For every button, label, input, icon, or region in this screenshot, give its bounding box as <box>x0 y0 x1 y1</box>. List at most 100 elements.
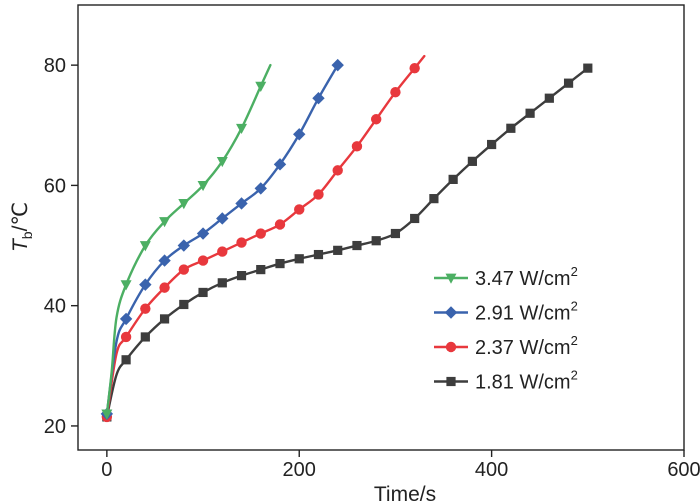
data-point <box>217 246 228 257</box>
y-axis-label-subscript: b <box>19 231 35 239</box>
legend-marker <box>445 273 457 284</box>
legend-label-superscript: 2 <box>571 333 578 348</box>
data-point <box>121 355 131 365</box>
data-point <box>331 58 344 72</box>
data-point <box>158 254 171 267</box>
x-tick-label: 200 <box>283 459 316 481</box>
data-point <box>216 156 228 168</box>
data-point <box>197 181 209 192</box>
data-point <box>178 264 190 275</box>
data-point <box>294 204 305 215</box>
legend-entry: 2.37 W/cm2 <box>434 333 578 359</box>
data-point <box>293 128 306 141</box>
data-point <box>177 239 191 252</box>
legend-label-text: 1.81 W/cm <box>475 372 571 394</box>
data-point <box>332 165 343 176</box>
legend-label-text: 2.37 W/cm <box>475 337 571 359</box>
x-tick-label: 600 <box>667 459 700 481</box>
legend-label-superscript: 2 <box>571 299 578 314</box>
data-point <box>583 63 593 73</box>
series-circle <box>101 54 426 423</box>
data-point <box>178 199 190 210</box>
y-tick-label: 80 <box>44 55 66 77</box>
legend-label-superscript: 2 <box>571 264 578 279</box>
y-axis-label-symbol: T <box>9 237 32 252</box>
data-point <box>487 139 497 150</box>
data-point <box>563 78 574 88</box>
series-square <box>102 63 593 422</box>
data-point <box>236 237 247 248</box>
data-point <box>236 271 247 281</box>
data-point <box>255 228 266 239</box>
data-point <box>119 312 133 326</box>
data-point <box>467 156 477 166</box>
data-point <box>313 249 324 260</box>
legend-marker <box>444 306 458 319</box>
y-tick-label: 40 <box>44 296 66 318</box>
legend-label: 2.37 W/cm2 <box>475 333 578 359</box>
plot-area <box>100 54 593 423</box>
series-triangle-down <box>101 63 272 420</box>
y-tick-label: 60 <box>44 175 66 197</box>
y-axis-label: Tb/℃ <box>9 202 35 252</box>
data-point <box>159 314 170 324</box>
data-point <box>216 212 229 225</box>
legend-entry: 3.47 W/cm2 <box>434 264 578 290</box>
data-point <box>235 197 248 210</box>
legend-label-text: 3.47 W/cm <box>475 268 571 290</box>
legend-label: 3.47 W/cm2 <box>475 264 578 290</box>
data-point <box>525 108 535 118</box>
data-point <box>159 217 171 228</box>
data-point <box>254 182 267 195</box>
series-line <box>105 66 590 419</box>
data-point <box>159 282 170 293</box>
data-point <box>544 93 554 103</box>
y-tick-label: 20 <box>44 416 66 438</box>
data-point <box>217 278 227 288</box>
axes: 0 200 400 600 20 40 60 80 <box>44 4 700 481</box>
data-point <box>236 123 248 135</box>
data-point <box>352 240 362 251</box>
legend-label: 1.81 W/cm2 <box>475 368 578 394</box>
data-point <box>198 287 208 298</box>
data-point <box>274 219 286 230</box>
data-point <box>429 194 439 204</box>
data-point <box>197 255 209 266</box>
x-tick-label: 0 <box>101 459 112 481</box>
data-point <box>351 141 363 152</box>
data-point <box>179 299 189 310</box>
y-axis-label-unit: /℃ <box>9 202 32 231</box>
data-point <box>506 123 516 133</box>
legend-marker <box>445 341 457 353</box>
data-point <box>120 331 132 343</box>
legend-label-text: 2.91 W/cm <box>475 303 571 325</box>
legend-label-superscript: 2 <box>571 368 578 383</box>
data-point <box>140 303 151 314</box>
series-diamond <box>100 58 344 421</box>
legend-entry: 1.81 W/cm2 <box>434 368 578 394</box>
data-point <box>256 264 266 275</box>
data-point <box>371 236 381 246</box>
data-point <box>312 92 325 105</box>
data-point <box>139 241 151 252</box>
data-point <box>333 245 343 255</box>
data-point <box>409 62 420 74</box>
data-point <box>410 213 420 224</box>
data-point <box>273 158 287 171</box>
legend-entry: 2.91 W/cm2 <box>434 299 578 325</box>
data-point <box>255 81 267 92</box>
data-point <box>390 86 401 98</box>
data-point <box>101 409 113 420</box>
x-tick-label: 400 <box>475 459 508 481</box>
data-point <box>294 254 304 264</box>
data-point <box>196 227 210 240</box>
data-point <box>139 278 152 291</box>
legend-marker <box>446 376 456 387</box>
data-point <box>390 228 401 239</box>
plot-frame <box>77 4 685 451</box>
x-axis-label: Time/s <box>374 483 436 504</box>
series-line <box>105 63 339 416</box>
data-point <box>140 332 150 342</box>
